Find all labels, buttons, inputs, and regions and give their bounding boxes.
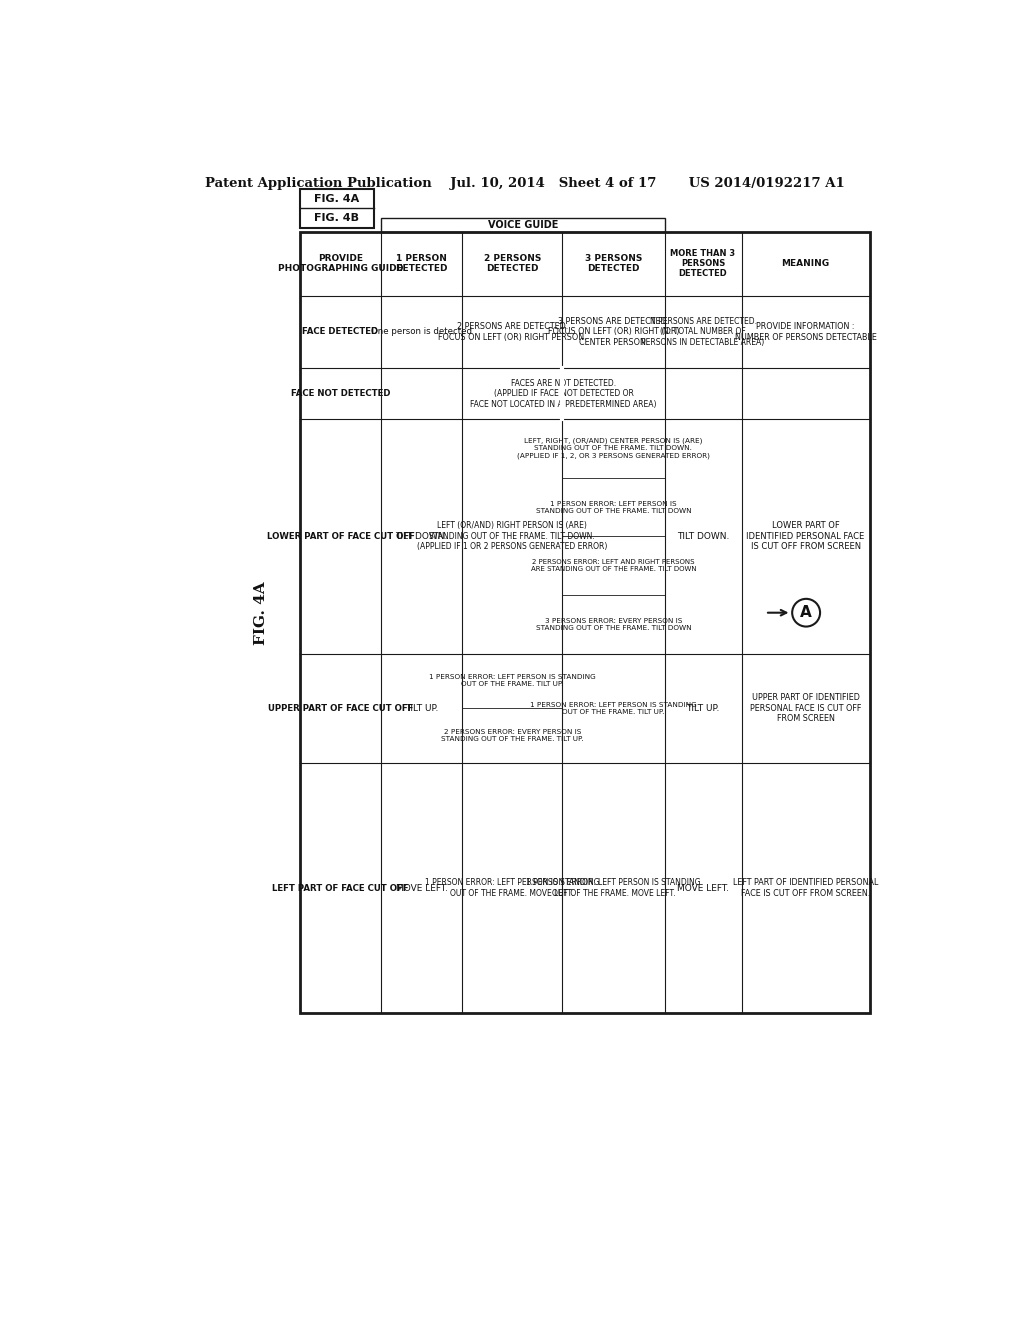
Text: 2 PERSONS
DETECTED: 2 PERSONS DETECTED — [483, 253, 541, 273]
Text: 1 PERSON ERROR: LEFT PERSON IS STANDING
OUT OF THE FRAME. TILT UP.: 1 PERSON ERROR: LEFT PERSON IS STANDING … — [530, 702, 696, 715]
Text: MORE THAN 3
PERSONS
DETECTED: MORE THAN 3 PERSONS DETECTED — [671, 248, 735, 279]
Text: UPPER PART OF IDENTIFIED
PERSONAL FACE IS CUT OFF
FROM SCREEN: UPPER PART OF IDENTIFIED PERSONAL FACE I… — [750, 693, 861, 723]
Text: LEFT PART OF FACE CUT OFF: LEFT PART OF FACE CUT OFF — [272, 883, 409, 892]
Text: LEFT PART OF IDENTIFIED PERSONAL
FACE IS CUT OFF FROM SCREEN.: LEFT PART OF IDENTIFIED PERSONAL FACE IS… — [733, 878, 879, 898]
Text: 2 PERSONS ERROR: LEFT AND RIGHT PERSONS
ARE STANDING OUT OF THE FRAME. TILT DOWN: 2 PERSONS ERROR: LEFT AND RIGHT PERSONS … — [530, 560, 696, 572]
Text: 1 PERSON ERROR: LEFT PERSON IS STANDING
OUT OF THE FRAME. TILT UP.: 1 PERSON ERROR: LEFT PERSON IS STANDING … — [429, 675, 596, 688]
Text: 1 PERSON ERROR: LEFT PERSON IS
STANDING OUT OF THE FRAME. TILT DOWN: 1 PERSON ERROR: LEFT PERSON IS STANDING … — [536, 500, 691, 513]
Text: VOICE GUIDE: VOICE GUIDE — [487, 219, 558, 230]
Text: 1 PERSON
DETECTED: 1 PERSON DETECTED — [395, 253, 447, 273]
Text: 3 PERSONS ARE DETECTED.
FOCUS ON LEFT (OR) RIGHT (OR)
CENTER PERSON.: 3 PERSONS ARE DETECTED. FOCUS ON LEFT (O… — [548, 317, 679, 347]
Bar — [300, 189, 374, 227]
Text: MEANING: MEANING — [781, 259, 829, 268]
Text: One person is detected: One person is detected — [371, 327, 472, 337]
Text: TILT UP.: TILT UP. — [686, 704, 720, 713]
Text: FIG. 4B: FIG. 4B — [314, 213, 359, 223]
Text: TILT UP.: TILT UP. — [404, 704, 438, 713]
Text: 3 PERSONS ERROR: EVERY PERSON IS
STANDING OUT OF THE FRAME. TILT DOWN: 3 PERSONS ERROR: EVERY PERSON IS STANDIN… — [536, 618, 691, 631]
Text: MOVE LEFT.: MOVE LEFT. — [395, 883, 447, 892]
Text: 1 PERSON ERROR: LEFT PERSON IS STANDING
OUT OF THE FRAME. MOVE LEFT.: 1 PERSON ERROR: LEFT PERSON IS STANDING … — [526, 878, 700, 898]
Text: LOWER PART OF FACE CUT OFF: LOWER PART OF FACE CUT OFF — [266, 532, 415, 541]
Text: 1 PERSON ERROR: LEFT PERSON IS STANDING
OUT OF THE FRAME. MOVE LEFT.: 1 PERSON ERROR: LEFT PERSON IS STANDING … — [425, 878, 599, 898]
Text: FIG. 4A: FIG. 4A — [314, 194, 359, 203]
Text: MOVE LEFT.: MOVE LEFT. — [677, 883, 729, 892]
Text: TILT DOWN.: TILT DOWN. — [677, 532, 729, 541]
Text: LEFT (OR/AND) RIGHT PERSON IS (ARE)
STANDING OUT OF THE FRAME. TILT DOWN.
(APPLI: LEFT (OR/AND) RIGHT PERSON IS (ARE) STAN… — [417, 521, 607, 552]
Text: 2 PERSONS ARE DETECTED.
FOCUS ON LEFT (OR) RIGHT PERSON.: 2 PERSONS ARE DETECTED. FOCUS ON LEFT (O… — [438, 322, 587, 342]
Bar — [381, 218, 665, 231]
Text: TILT DOWN.: TILT DOWN. — [395, 532, 447, 541]
Text: FACE NOT DETECTED: FACE NOT DETECTED — [291, 389, 390, 399]
Text: UPPER PART OF FACE CUT OFF: UPPER PART OF FACE CUT OFF — [268, 704, 413, 713]
Text: N PERSONS ARE DETECTED.
(N: TOTAL NUMBER OF
PERSONS IN DETECTABLE AREA): N PERSONS ARE DETECTED. (N: TOTAL NUMBER… — [641, 317, 765, 347]
Text: LEFT, RIGHT, (OR/AND) CENTER PERSON IS (ARE)
STANDING OUT OF THE FRAME. TILT DOW: LEFT, RIGHT, (OR/AND) CENTER PERSON IS (… — [517, 438, 710, 459]
Text: PROVIDE
PHOTOGRAPHING GUIDE: PROVIDE PHOTOGRAPHING GUIDE — [279, 253, 402, 273]
Bar — [300, 231, 869, 1014]
Text: FACES ARE NOT DETECTED.
(APPLIED IF FACE NOT DETECTED OR
FACE NOT LOCATED IN A P: FACES ARE NOT DETECTED. (APPLIED IF FACE… — [470, 379, 656, 409]
Text: A: A — [800, 605, 812, 620]
Text: 3 PERSONS
DETECTED: 3 PERSONS DETECTED — [585, 253, 642, 273]
Text: 2 PERSONS ERROR: EVERY PERSON IS
STANDING OUT OF THE FRAME. TILT UP.: 2 PERSONS ERROR: EVERY PERSON IS STANDIN… — [441, 729, 584, 742]
Text: LOWER PART OF
IDENTIFIED PERSONAL FACE
IS CUT OFF FROM SCREEN: LOWER PART OF IDENTIFIED PERSONAL FACE I… — [746, 521, 864, 552]
Text: Patent Application Publication    Jul. 10, 2014   Sheet 4 of 17       US 2014/01: Patent Application Publication Jul. 10, … — [205, 177, 845, 190]
Text: FACE DETECTED: FACE DETECTED — [302, 327, 379, 337]
Text: FIG. 4A: FIG. 4A — [254, 581, 268, 644]
Text: PROVIDE INFORMATION :
NUMBER OF PERSONS DETECTABLE: PROVIDE INFORMATION : NUMBER OF PERSONS … — [734, 322, 877, 342]
